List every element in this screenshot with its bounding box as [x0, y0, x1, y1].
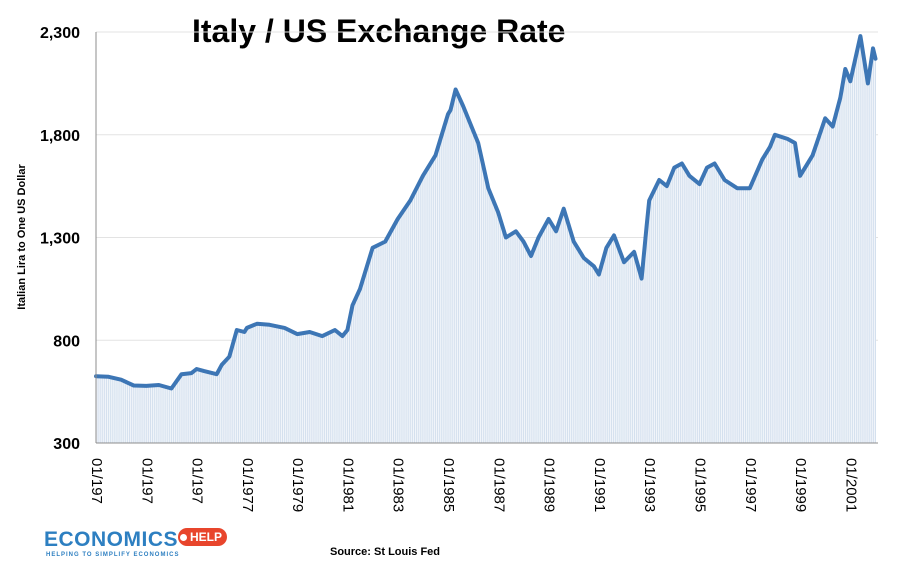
- x-tick-label: 01/1999: [792, 458, 809, 512]
- y-tick-label: 300: [53, 436, 80, 453]
- x-tick-label: 01/1991: [591, 458, 608, 512]
- x-tick-label-group: 01/197: [88, 458, 105, 504]
- x-tick-label-group: 01/1999: [792, 458, 809, 512]
- x-tick-label-group: 01/1987: [490, 458, 507, 512]
- y-tick-label: 1,300: [40, 231, 80, 248]
- x-tick-labels: 01/197 01/197 01/197 01/1977 01/1979 01/1981 0…: [88, 458, 859, 512]
- y-tick-label: 800: [53, 333, 80, 350]
- logo-badge-text: HELP: [190, 530, 223, 544]
- x-tick-label: 01/197: [88, 458, 105, 504]
- x-tick-label-group: 01/1997: [742, 458, 759, 512]
- series-line-layer: [94, 34, 878, 391]
- x-tick-label-group: 01/1993: [641, 458, 658, 512]
- y-axis-label: Italian Lira to One US Dollar: [16, 164, 28, 310]
- x-tick-label-group: 01/197: [138, 458, 155, 504]
- x-tick-label: 01/1983: [390, 458, 407, 512]
- y-tick-label: 1,800: [40, 128, 80, 145]
- x-tick-label: 01/197: [138, 458, 155, 504]
- area-fill: [95, 36, 876, 443]
- logo-text: ECONOMICS: [44, 528, 179, 551]
- x-tick-label-group: 01/1991: [591, 458, 608, 512]
- logo-tagline: HELPING TO SIMPLIFY ECONOMICS: [46, 552, 180, 558]
- x-tick-label: 01/1977: [239, 458, 256, 512]
- x-tick-label-group: 01/1977: [239, 458, 256, 512]
- x-tick-label-group: 01/1989: [541, 458, 558, 512]
- series-line: [94, 34, 878, 391]
- axes: [95, 32, 878, 444]
- x-tick-label: 01/2001: [842, 458, 859, 512]
- y-tick-labels: 300 800 1,300 1,800 2,300: [40, 25, 80, 453]
- x-tick-label: 01/197: [189, 458, 206, 504]
- x-tick-label-group: 01/1983: [390, 458, 407, 512]
- x-tick-label: 01/1993: [641, 458, 658, 512]
- x-tick-label: 01/1989: [541, 458, 558, 512]
- x-tick-label: 01/1997: [742, 458, 759, 512]
- x-tick-label-group: 01/1981: [339, 458, 356, 512]
- x-tick-label: 01/1995: [692, 458, 709, 512]
- x-tick-label: 01/1987: [490, 458, 507, 512]
- x-tick-label: 01/1979: [289, 458, 306, 512]
- y-tick-label: 2,300: [40, 25, 80, 42]
- logo-dot-icon: [180, 534, 187, 541]
- x-tick-label-group: 01/2001: [842, 458, 859, 512]
- x-tick-label-group: 01/1995: [692, 458, 709, 512]
- chart-title: Italy / US Exchange Rate: [192, 13, 565, 49]
- x-tick-label: 01/1985: [440, 458, 457, 512]
- x-tick-label-group: 01/1979: [289, 458, 306, 512]
- logo-badge: HELP: [178, 528, 228, 546]
- x-tick-label-group: 01/1985: [440, 458, 457, 512]
- source-note: Source: St Louis Fed: [330, 546, 440, 558]
- x-tick-label: 01/1981: [339, 458, 356, 512]
- x-tick-label-group: 01/197: [189, 458, 206, 504]
